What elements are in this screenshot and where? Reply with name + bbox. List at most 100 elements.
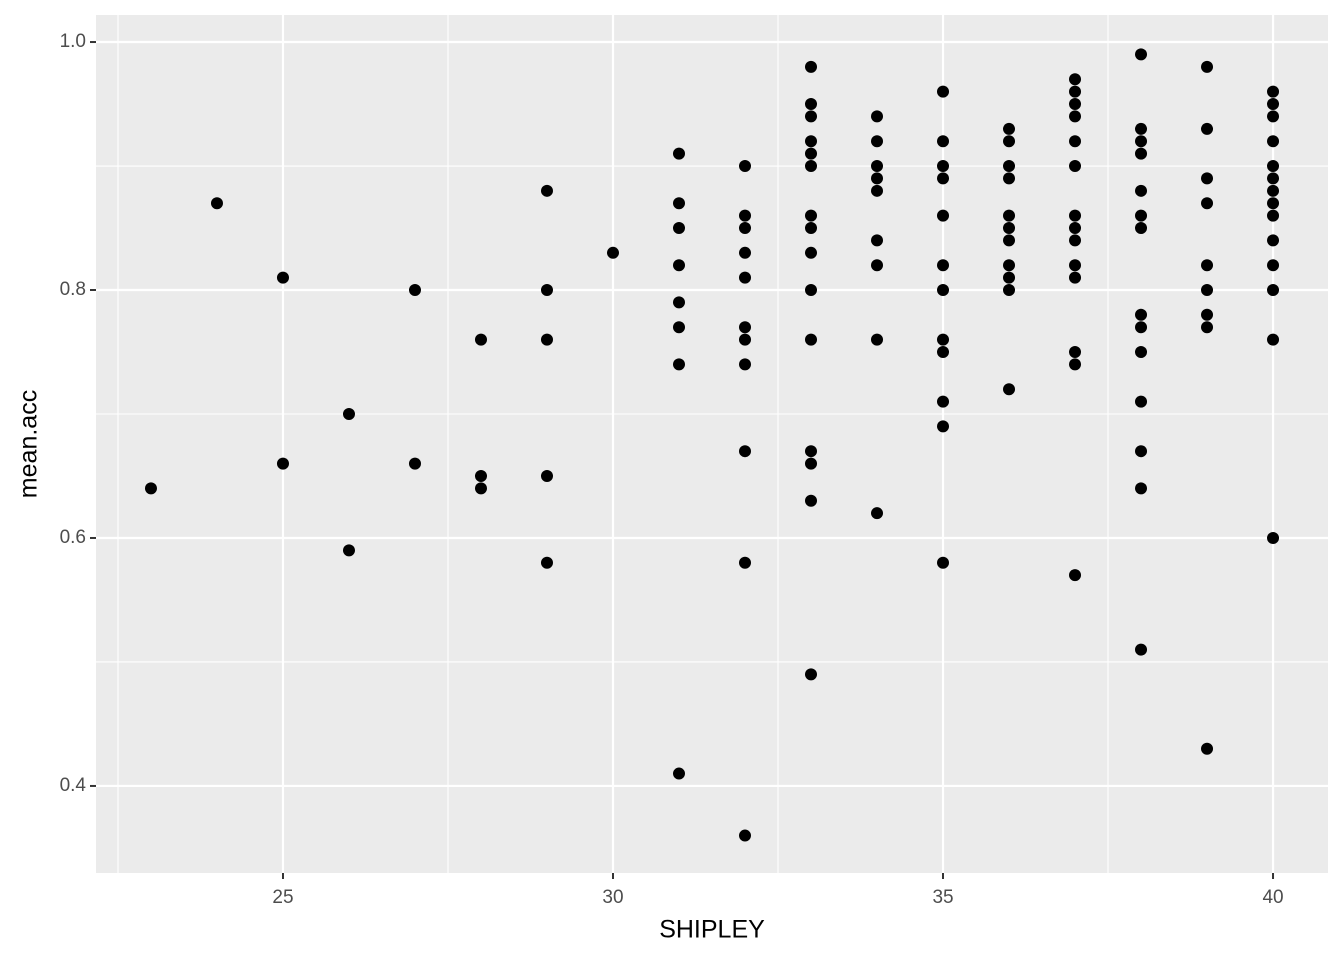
y-tick-label: 0.4: [60, 775, 87, 796]
point: [937, 284, 950, 297]
point: [1267, 160, 1280, 173]
point: [1135, 48, 1148, 61]
point: [1201, 284, 1214, 297]
point: [937, 135, 950, 148]
point: [1003, 271, 1016, 284]
point: [606, 246, 619, 259]
point: [1135, 321, 1148, 334]
point: [474, 333, 487, 346]
point: [1135, 445, 1148, 458]
point: [937, 420, 950, 433]
point: [1201, 197, 1214, 210]
y-tick-label: 0.6: [60, 527, 86, 548]
point: [1135, 135, 1148, 148]
point: [871, 160, 884, 173]
point: [1003, 135, 1016, 148]
point: [1069, 569, 1082, 582]
point: [1069, 234, 1082, 247]
y-tick-label: 1.0: [60, 31, 86, 52]
point: [672, 222, 685, 235]
point: [739, 445, 752, 458]
point: [1267, 85, 1280, 98]
point: [1267, 284, 1280, 297]
point: [1201, 321, 1214, 334]
point: [672, 259, 685, 272]
point: [1267, 333, 1280, 346]
point: [1267, 531, 1280, 544]
point: [1135, 222, 1148, 235]
point: [1069, 98, 1082, 111]
point: [672, 321, 685, 334]
point: [739, 271, 752, 284]
x-tick-label: 30: [602, 887, 623, 908]
point: [937, 85, 950, 98]
point: [1201, 60, 1214, 73]
point: [871, 333, 884, 346]
point: [1267, 172, 1280, 185]
point: [540, 556, 553, 569]
point: [1267, 184, 1280, 197]
x-tick-label: 40: [1262, 887, 1283, 908]
point: [739, 358, 752, 371]
point: [805, 222, 818, 235]
x-tick-label: 25: [272, 887, 293, 908]
point: [805, 60, 818, 73]
point: [739, 333, 752, 346]
point: [1267, 135, 1280, 148]
point: [1135, 346, 1148, 359]
x-tick-label: 35: [932, 887, 953, 908]
point: [1003, 383, 1016, 396]
point: [1135, 209, 1148, 222]
point: [1267, 259, 1280, 272]
point: [1069, 160, 1082, 173]
point: [210, 197, 223, 210]
point: [871, 234, 884, 247]
point: [1267, 98, 1280, 111]
point: [1003, 259, 1016, 272]
point: [1003, 172, 1016, 185]
point: [276, 457, 289, 470]
point: [408, 457, 421, 470]
point: [1069, 259, 1082, 272]
point: [1267, 234, 1280, 247]
point: [672, 296, 685, 309]
point: [805, 457, 818, 470]
point: [739, 222, 752, 235]
point: [1135, 482, 1148, 495]
point: [1069, 73, 1082, 86]
point: [408, 284, 421, 297]
point: [540, 469, 553, 482]
point: [1135, 395, 1148, 408]
point: [739, 209, 752, 222]
point: [937, 346, 950, 359]
point: [1135, 184, 1148, 197]
point: [672, 358, 685, 371]
point: [937, 172, 950, 185]
point: [937, 556, 950, 569]
point: [672, 147, 685, 160]
point: [1069, 358, 1082, 371]
point: [805, 668, 818, 681]
point: [144, 482, 157, 495]
point: [1135, 147, 1148, 160]
point: [1003, 160, 1016, 173]
point: [1135, 643, 1148, 656]
point: [540, 284, 553, 297]
point: [871, 135, 884, 148]
point: [937, 259, 950, 272]
point: [739, 829, 752, 842]
point: [540, 333, 553, 346]
point: [739, 321, 752, 334]
point: [474, 469, 487, 482]
point: [1069, 85, 1082, 98]
point: [805, 445, 818, 458]
point: [805, 135, 818, 148]
point: [805, 160, 818, 173]
point: [342, 407, 355, 420]
point: [1003, 122, 1016, 135]
point: [805, 98, 818, 111]
point: [1003, 222, 1016, 235]
point: [342, 544, 355, 557]
point: [739, 556, 752, 569]
